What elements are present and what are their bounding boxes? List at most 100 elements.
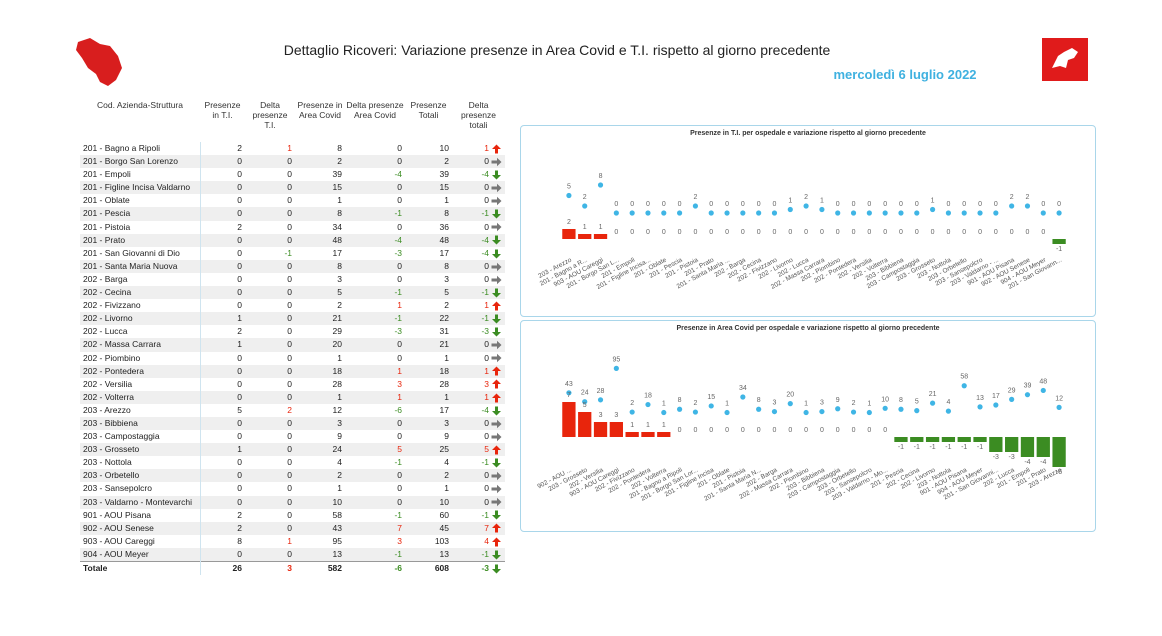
bar xyxy=(894,437,908,442)
dot-label: 10 xyxy=(881,396,889,403)
cell-value: 0 xyxy=(287,391,292,402)
dot-label: 1 xyxy=(725,401,729,408)
trend-arrow xyxy=(492,510,501,520)
cell-value: 202 - Volterra xyxy=(83,391,135,402)
bar xyxy=(1036,437,1050,457)
bar xyxy=(973,437,987,442)
dot-label: 0 xyxy=(614,201,618,208)
date: mercoledì 6 luglio 2022 xyxy=(833,67,977,82)
cell-value: 8 xyxy=(444,208,449,219)
arrow-shape xyxy=(491,354,502,363)
cell: 0 xyxy=(245,312,295,326)
table-row: 202 - Cecina 0 0 5 -1 5 -1 xyxy=(80,286,505,300)
dot-label: 58 xyxy=(960,374,968,381)
cell-value: 10 xyxy=(439,143,449,153)
cell: 17 xyxy=(295,247,345,260)
dot-label: 1 xyxy=(788,198,792,205)
trend-arrow xyxy=(492,235,501,245)
cell-value: 203 - Valdarno - Montevarchi xyxy=(83,496,192,507)
dot-label: 1 xyxy=(662,401,666,408)
cell-value: 58 xyxy=(332,509,342,520)
cell: -1 xyxy=(452,509,505,522)
bar-label: 0 xyxy=(709,427,713,434)
trend-arrow xyxy=(492,170,501,180)
bar-label: 0 xyxy=(946,229,950,236)
cell: -4 xyxy=(345,168,405,181)
cell-value: -1 xyxy=(394,548,402,559)
dot xyxy=(661,210,667,216)
cell: 0 xyxy=(245,325,295,338)
dot xyxy=(866,210,872,216)
cell-value: 0 xyxy=(287,444,292,455)
bar-label: 7 xyxy=(567,392,571,399)
cell-value: 0 xyxy=(287,365,292,376)
cell: 0 xyxy=(200,456,245,469)
bar-label: -1 xyxy=(977,444,983,451)
bar-label: 0 xyxy=(693,427,697,434)
arrow-shape xyxy=(491,262,502,271)
cell: 8 xyxy=(405,207,452,221)
cell-value: 1 xyxy=(397,300,402,311)
arrow-shape xyxy=(492,406,501,416)
cell-value: 0 xyxy=(397,221,402,232)
bar xyxy=(657,432,671,437)
table-row: 201 - Empoli 0 0 39 -4 39 -4 xyxy=(80,168,505,182)
cell: 0 xyxy=(345,482,405,495)
row-label: 201 - Empoli xyxy=(80,168,201,182)
dot xyxy=(882,405,888,411)
cell-value: 39 xyxy=(439,169,449,180)
cell-value: 1 xyxy=(337,352,342,363)
dot xyxy=(629,409,635,415)
cell: 0 xyxy=(452,273,505,286)
dot xyxy=(961,210,967,216)
cell: -6 xyxy=(345,404,405,417)
cell: 0 xyxy=(245,155,295,169)
dot-label: 15 xyxy=(707,394,715,401)
row-label: 202 - Versilia xyxy=(80,377,201,391)
cell: 0 xyxy=(200,273,245,286)
dot-label: 0 xyxy=(883,201,887,208)
table-row: 203 - Campostaggia 0 0 9 0 9 0 xyxy=(80,430,505,444)
cell-value: 0 xyxy=(287,378,292,389)
bar-label: -4 xyxy=(1040,459,1046,466)
cell-value: 0 xyxy=(397,143,402,153)
cell-value: 201 - Borgo San Lorenzo xyxy=(83,156,178,167)
cell-value: 0 xyxy=(287,483,292,494)
cell-value: 203 - Orbetello xyxy=(83,470,140,481)
dot-label: 0 xyxy=(757,201,761,208)
cell: 0 xyxy=(200,181,245,195)
cell: 0 xyxy=(245,364,295,378)
cell-value: 9 xyxy=(444,431,449,442)
cell: 8 xyxy=(295,142,345,155)
dot xyxy=(613,210,619,216)
dot xyxy=(835,210,841,216)
cell-value: 2 xyxy=(337,300,342,311)
dot-label: 4 xyxy=(946,399,950,406)
cell: -4 xyxy=(345,233,405,247)
cell-value: 36 xyxy=(439,221,449,232)
dot-label: 48 xyxy=(1039,378,1047,385)
cell-value: 7 xyxy=(484,522,489,533)
cell: 1 xyxy=(295,352,345,365)
arrow-shape xyxy=(492,510,501,520)
cell: 43 xyxy=(295,521,345,535)
cell: 0 xyxy=(245,509,295,522)
cell: 0 xyxy=(200,495,245,509)
cell-value: 0 xyxy=(237,378,242,389)
dot xyxy=(882,210,888,216)
cell-value: 2 xyxy=(237,221,242,232)
cell: 9 xyxy=(405,430,452,443)
cell: -6 xyxy=(345,561,405,576)
trend-arrow xyxy=(492,301,501,311)
dot xyxy=(929,206,936,213)
cell: 0 xyxy=(345,155,405,169)
dot xyxy=(1009,203,1015,209)
cell-value: 0 xyxy=(287,352,292,363)
cell-value: 10 xyxy=(439,496,449,507)
trend-arrow xyxy=(491,223,502,232)
cell: 2 xyxy=(200,509,245,522)
bar-label: 0 xyxy=(852,229,856,236)
dot-label: 43 xyxy=(565,381,573,388)
cell: 3 xyxy=(295,273,345,286)
dot-label: 8 xyxy=(678,397,682,404)
